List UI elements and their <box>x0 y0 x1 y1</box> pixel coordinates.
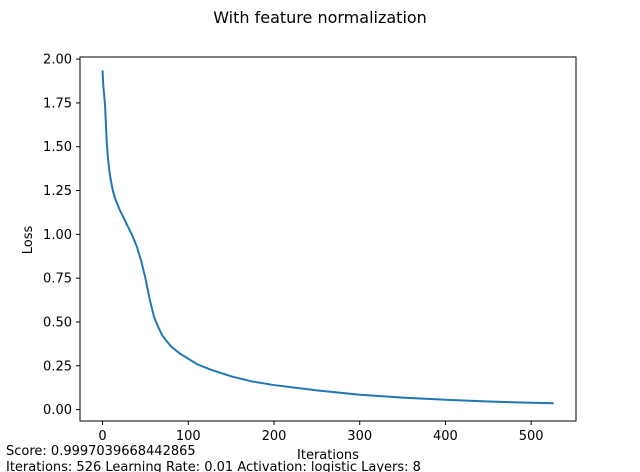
x-tick-label: 500 <box>519 429 544 444</box>
plot-frame <box>79 56 577 422</box>
y-tick-label: 1.00 <box>43 228 72 243</box>
y-tick-label: 1.50 <box>43 140 72 155</box>
y-tick-label: 1.25 <box>43 184 72 199</box>
score-text: Score: 0.9997039668442865 <box>6 444 196 459</box>
y-tick-label: 0.75 <box>43 272 72 287</box>
y-tick-label: 1.75 <box>43 96 72 111</box>
x-tick-label: 400 <box>433 429 458 444</box>
x-axis-label: Iterations <box>297 448 359 463</box>
loss-series-line <box>101 70 554 405</box>
x-tick-label: 100 <box>176 429 201 444</box>
params-text: Iterations: 526 Learning Rate: 0.01 Acti… <box>6 460 421 472</box>
x-tick-label: 0 <box>98 429 106 444</box>
y-tick-label: 0.50 <box>43 315 72 330</box>
y-axis-label: Loss <box>21 226 36 255</box>
y-tick-label: 0.25 <box>43 359 72 374</box>
y-axis: 0.00 0.25 0.50 0.75 1.00 1.25 1.50 1.75 2.00 <box>43 53 80 418</box>
y-tick-label: 0.00 <box>43 403 72 418</box>
chart-title: With feature normalization <box>213 8 427 27</box>
x-tick-label: 200 <box>262 429 287 444</box>
y-tick-label: 2.00 <box>43 53 72 68</box>
x-axis: 0 100 200 300 400 500 <box>98 421 544 444</box>
x-tick-label: 300 <box>347 429 372 444</box>
